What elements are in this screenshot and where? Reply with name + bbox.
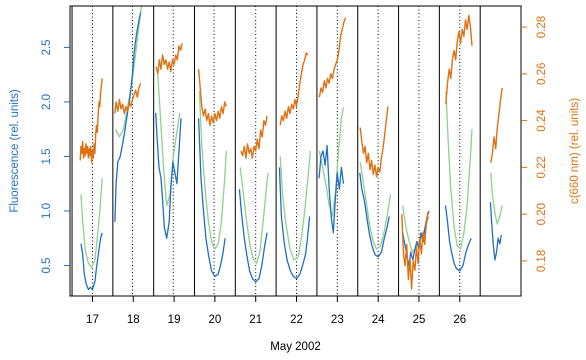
y-right-tick-label-5: 0.28 — [536, 16, 548, 38]
y-right-tick-label-0: 0.18 — [536, 250, 548, 272]
x-tick-label-4: 21 — [249, 314, 262, 326]
x-axis-title: May 2002 — [270, 341, 321, 353]
x-axis: 17 18 19 20 21 22 23 24 25 26 — [86, 295, 466, 326]
series-line-attenuation-660nm — [79, 14, 503, 290]
x-tick-label-7: 24 — [372, 314, 385, 326]
x-tick-label-8: 25 — [413, 314, 426, 326]
x-tick-label-6: 23 — [331, 314, 344, 326]
y-left-tick-label-1: 1.0 — [41, 203, 53, 219]
x-tick-label-1: 18 — [127, 314, 140, 326]
plot-frame — [69, 5, 522, 297]
series-line-fluorescence — [80, 12, 503, 291]
y-right-tick-label-2: 0.22 — [536, 156, 548, 178]
y-right-tick-label-1: 0.20 — [536, 203, 548, 225]
y-axis-right: 0.18 0.20 0.22 0.24 0.26 0.28 — [521, 16, 548, 272]
x-tick-label-0: 17 — [86, 314, 99, 326]
y-right-tick-label-3: 0.24 — [536, 109, 548, 132]
x-tick-label-3: 20 — [208, 314, 221, 326]
y-left-tick-label-3: 2.0 — [41, 94, 53, 110]
y-axis-right-title: c(660 nm) (rel. units) — [569, 98, 581, 204]
y-axis-left: 0.5 1.0 1.5 2.0 2.5 — [41, 39, 70, 273]
y-left-tick-label-0: 0.5 — [41, 257, 53, 273]
y-right-tick-label-4: 0.26 — [536, 63, 548, 85]
y-axis-left-title: Fluorescence (rel. units) — [9, 89, 21, 213]
series-layer — [79, 5, 503, 291]
x-tick-label-9: 26 — [453, 314, 466, 326]
y-left-tick-label-4: 2.5 — [41, 39, 53, 55]
x-tick-label-5: 22 — [290, 314, 303, 326]
x-tick-label-2: 19 — [168, 314, 181, 326]
y-left-tick-label-2: 1.5 — [41, 148, 53, 164]
